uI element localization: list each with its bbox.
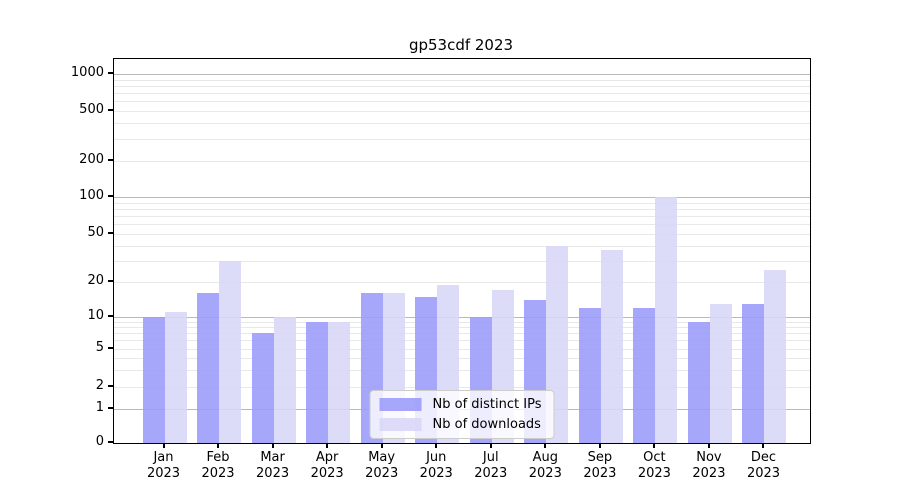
y-axis-tick-label: 5 [95, 339, 104, 355]
minor-gridline [114, 387, 810, 388]
x-axis-tick [271, 443, 274, 448]
y-axis-tick [108, 159, 113, 161]
bar-downloads-oct [655, 197, 678, 443]
x-axis-tick [707, 443, 710, 448]
x-axis-tick [489, 443, 492, 448]
x-axis-tick-label: Aug 2023 [528, 450, 562, 481]
x-axis-tick-label: Oct 2023 [637, 450, 671, 481]
x-axis-tick-label: Jun 2023 [419, 450, 453, 481]
legend-item-downloads: Nb of downloads [379, 417, 542, 432]
x-axis-tick [762, 443, 765, 448]
major-gridline [114, 317, 810, 318]
legend-label-distinct-ips: Nb of distinct IPs [432, 397, 542, 412]
minor-gridline [114, 161, 810, 162]
x-axis-tick-label: Sep 2023 [583, 450, 617, 481]
x-axis-tick-label: Jul 2023 [474, 450, 508, 481]
y-axis-tick [108, 72, 113, 74]
minor-gridline [114, 86, 810, 87]
minor-gridline [114, 358, 810, 359]
y-axis-tick [108, 346, 113, 349]
y-axis-tick-label: 10 [87, 308, 104, 323]
y-axis-tick [108, 315, 113, 317]
bar-downloads-apr [328, 321, 351, 443]
chart-title: gp53cdf 2023 [408, 36, 514, 54]
bar-distinct-ips-mar [251, 333, 274, 443]
y-axis-tick [108, 195, 113, 197]
x-axis-tick [217, 443, 220, 448]
bar-downloads-dec [764, 270, 787, 443]
minor-gridline [114, 234, 810, 235]
minor-gridline [114, 216, 810, 217]
minor-gridline [114, 203, 810, 204]
x-axis-tick [435, 443, 438, 448]
minor-gridline [114, 340, 810, 341]
minor-gridline [114, 349, 810, 350]
x-axis-tick-label: Apr 2023 [310, 450, 344, 481]
legend: Nb of distinct IPs Nb of downloads [369, 390, 555, 439]
bar-distinct-ips-oct [633, 307, 656, 443]
bar-distinct-ips-apr [306, 321, 329, 443]
x-axis-tick [598, 443, 601, 448]
x-axis-tick-label: Feb 2023 [201, 450, 235, 481]
x-axis-tick [380, 443, 383, 448]
y-axis-tick [108, 232, 113, 234]
y-axis-tick-label: 1 [95, 400, 104, 415]
minor-gridline [114, 123, 810, 124]
bar-distinct-ips-dec [742, 303, 765, 443]
x-axis-tick-label: Jan 2023 [146, 450, 181, 481]
y-axis-tick [108, 407, 113, 409]
x-axis-tick [653, 443, 656, 448]
legend-label-downloads: Nb of downloads [432, 417, 541, 432]
x-axis-tick [326, 443, 329, 448]
minor-gridline [114, 322, 810, 323]
minor-gridline [114, 282, 810, 283]
bar-distinct-ips-feb [197, 293, 220, 443]
major-gridline [114, 74, 810, 75]
plot-area: Nb of distinct IPs Nb of downloads [113, 58, 811, 444]
major-gridline [114, 197, 810, 198]
y-axis-tick-label: 1000 [70, 65, 104, 80]
x-axis-tick-label: Dec 2023 [746, 450, 781, 481]
y-axis-tick [108, 385, 113, 387]
y-axis-tick-label: 100 [79, 188, 104, 203]
legend-item-distinct-ips: Nb of distinct IPs [379, 397, 542, 412]
bar-downloads-jan [164, 312, 187, 443]
minor-gridline [114, 80, 810, 81]
y-axis-tick-label: 50 [87, 225, 104, 240]
minor-gridline [114, 333, 810, 334]
y-axis-tick-label: 200 [79, 152, 104, 167]
bar-distinct-ips-jan [142, 317, 165, 443]
minor-gridline [114, 209, 810, 210]
minor-gridline [114, 327, 810, 328]
minor-gridline [114, 370, 810, 371]
x-axis-tick [544, 443, 547, 448]
y-axis-tick [108, 280, 113, 282]
legend-swatch-distinct-ips [379, 398, 422, 411]
legend-swatch-downloads [379, 418, 422, 431]
minor-gridline [114, 111, 810, 112]
minor-gridline [114, 139, 810, 140]
minor-gridline [114, 261, 810, 262]
y-axis-tick-label: 20 [87, 273, 104, 288]
bar-downloads-nov [709, 303, 732, 443]
minor-gridline [114, 246, 810, 247]
y-axis-tick [108, 109, 113, 111]
y-axis-tick-label: 2 [95, 378, 104, 393]
y-axis-tick-label: 500 [79, 102, 104, 117]
bar-distinct-ips-nov [687, 321, 710, 443]
bar-downloads-sep [600, 249, 623, 443]
x-axis-tick-label: Mar 2023 [256, 450, 290, 481]
x-axis-tick-label: May 2023 [365, 450, 399, 481]
y-axis-tick [108, 441, 113, 443]
bar-downloads-feb [219, 260, 242, 443]
x-axis-tick [162, 443, 165, 448]
minor-gridline [114, 93, 810, 94]
bar-distinct-ips-sep [578, 307, 601, 443]
y-axis-tick-label: 0 [95, 434, 104, 449]
x-axis-tick-label: Nov 2023 [692, 450, 726, 481]
minor-gridline [114, 101, 810, 102]
minor-gridline [114, 224, 810, 225]
bar-downloads-mar [273, 317, 296, 443]
